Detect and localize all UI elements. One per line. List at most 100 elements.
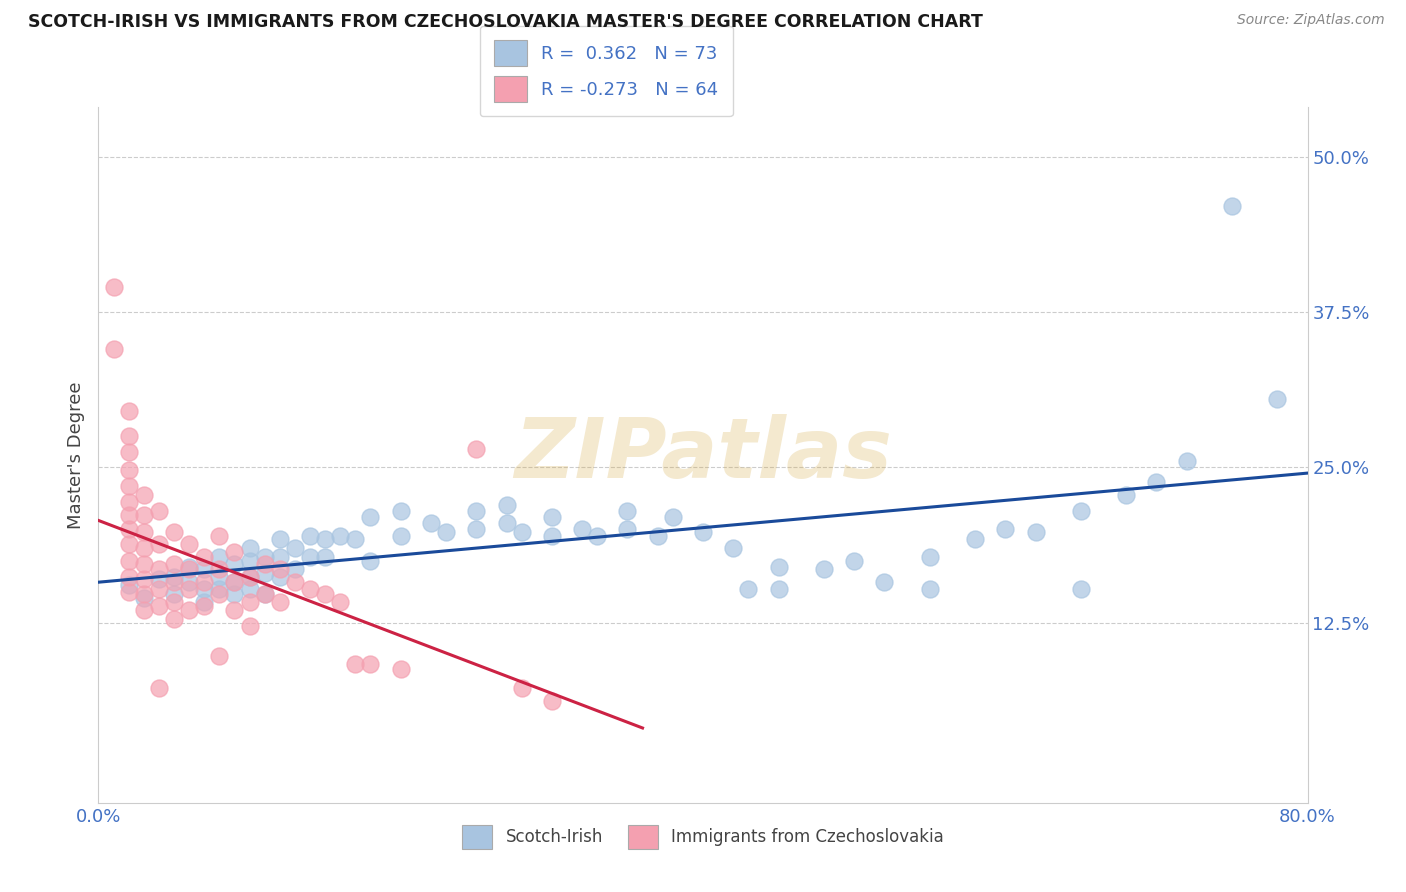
- Point: [118, 523, 141, 537]
- Point: [1024, 524, 1046, 539]
- Point: [360, 553, 382, 567]
- Point: [918, 582, 941, 596]
- Point: [510, 681, 533, 696]
- Point: [148, 504, 170, 518]
- Point: [193, 582, 215, 596]
- Point: [329, 594, 352, 608]
- Point: [344, 533, 367, 547]
- Point: [208, 587, 231, 601]
- Point: [571, 523, 593, 537]
- Point: [253, 587, 276, 601]
- Text: SCOTCH-IRISH VS IMMIGRANTS FROM CZECHOSLOVAKIA MASTER'S DEGREE CORRELATION CHART: SCOTCH-IRISH VS IMMIGRANTS FROM CZECHOSL…: [28, 13, 983, 31]
- Point: [465, 523, 488, 537]
- Point: [299, 582, 322, 596]
- Point: [253, 566, 276, 580]
- Point: [1220, 199, 1243, 213]
- Point: [737, 582, 759, 596]
- Point: [540, 529, 562, 543]
- Point: [208, 529, 231, 543]
- Point: [616, 523, 638, 537]
- Y-axis label: Master's Degree: Master's Degree: [66, 381, 84, 529]
- Point: [284, 541, 307, 555]
- Point: [118, 404, 141, 418]
- Point: [118, 578, 141, 592]
- Point: [179, 537, 201, 551]
- Point: [344, 657, 367, 671]
- Point: [540, 694, 562, 708]
- Point: [148, 681, 170, 696]
- Point: [616, 504, 638, 518]
- Point: [224, 545, 246, 559]
- Point: [193, 549, 215, 564]
- Point: [239, 570, 262, 584]
- Point: [1115, 488, 1137, 502]
- Point: [873, 574, 896, 589]
- Point: [163, 612, 186, 626]
- Point: [420, 516, 443, 531]
- Point: [132, 508, 155, 522]
- Legend: Scotch-Irish, Immigrants from Czechoslovakia: Scotch-Irish, Immigrants from Czechoslov…: [454, 817, 952, 857]
- Point: [103, 280, 125, 294]
- Point: [193, 599, 215, 614]
- Text: ZIPatlas: ZIPatlas: [515, 415, 891, 495]
- Point: [269, 594, 291, 608]
- Point: [132, 591, 155, 605]
- Point: [208, 649, 231, 664]
- Point: [844, 553, 866, 567]
- Point: [118, 584, 141, 599]
- Point: [148, 572, 170, 586]
- Point: [208, 582, 231, 596]
- Point: [118, 463, 141, 477]
- Point: [314, 533, 336, 547]
- Point: [224, 574, 246, 589]
- Point: [239, 594, 262, 608]
- Point: [179, 574, 201, 589]
- Point: [163, 558, 186, 572]
- Point: [163, 594, 186, 608]
- Point: [284, 574, 307, 589]
- Point: [163, 574, 186, 589]
- Point: [132, 572, 155, 586]
- Point: [314, 587, 336, 601]
- Point: [224, 558, 246, 572]
- Point: [389, 662, 412, 676]
- Point: [768, 582, 790, 596]
- Point: [239, 619, 262, 633]
- Point: [179, 603, 201, 617]
- Point: [360, 510, 382, 524]
- Point: [118, 495, 141, 509]
- Point: [179, 559, 201, 574]
- Point: [224, 587, 246, 601]
- Point: [723, 541, 745, 555]
- Point: [118, 553, 141, 567]
- Point: [132, 603, 155, 617]
- Point: [148, 562, 170, 576]
- Point: [314, 549, 336, 564]
- Point: [1070, 582, 1092, 596]
- Point: [586, 529, 609, 543]
- Point: [269, 533, 291, 547]
- Point: [224, 574, 246, 589]
- Point: [193, 574, 215, 589]
- Point: [299, 549, 322, 564]
- Point: [208, 549, 231, 564]
- Point: [208, 570, 231, 584]
- Point: [132, 524, 155, 539]
- Point: [163, 524, 186, 539]
- Point: [434, 524, 457, 539]
- Point: [253, 587, 276, 601]
- Point: [1070, 504, 1092, 518]
- Point: [495, 498, 517, 512]
- Point: [661, 510, 683, 524]
- Point: [239, 541, 262, 555]
- Point: [692, 524, 714, 539]
- Point: [224, 603, 246, 617]
- Point: [540, 510, 562, 524]
- Point: [1144, 475, 1167, 490]
- Point: [465, 504, 488, 518]
- Point: [118, 445, 141, 459]
- Point: [179, 582, 201, 596]
- Point: [163, 570, 186, 584]
- Point: [1175, 454, 1198, 468]
- Point: [269, 562, 291, 576]
